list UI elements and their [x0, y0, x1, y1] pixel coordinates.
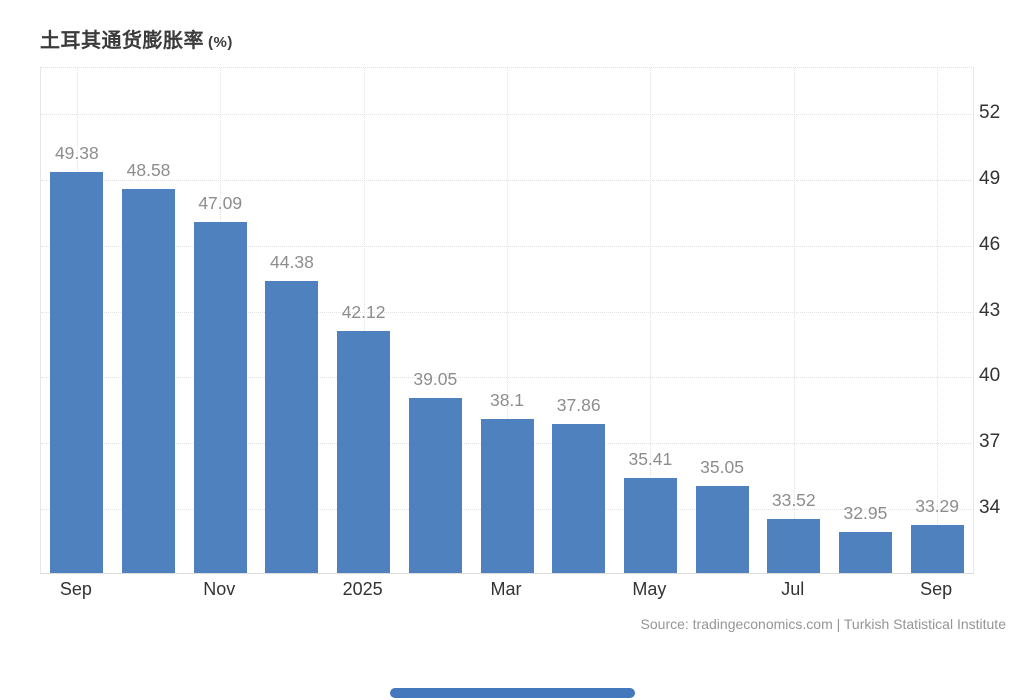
- x-axis-label: 2025: [342, 579, 383, 599]
- v-gridline: [363, 68, 365, 573]
- x-axis-label: Mar: [490, 579, 522, 599]
- x-axis-label: May: [632, 579, 667, 599]
- bar[interactable]: [408, 398, 462, 573]
- bar-value-label: 49.38: [54, 142, 99, 163]
- source-credit: Source: tradingeconomics.com | Turkish S…: [640, 616, 1006, 632]
- bar[interactable]: [337, 330, 391, 573]
- y-axis-label: 37: [979, 431, 1001, 453]
- bar-value-label: 47.09: [198, 192, 243, 213]
- bar[interactable]: [623, 478, 677, 573]
- bar-value-label: 33.52: [771, 490, 816, 511]
- v-gridline: [937, 68, 939, 573]
- bar-value-label: 48.58: [126, 160, 171, 181]
- bar-value-label: 38.1: [489, 389, 525, 410]
- bar-value-label: 33.29: [915, 495, 960, 516]
- bar-value-label: 37.86: [556, 395, 601, 416]
- y-axis-label: 34: [979, 496, 1001, 518]
- bar-value-label: 44.38: [270, 252, 314, 273]
- y-axis-label: 40: [979, 365, 1001, 387]
- bar[interactable]: [838, 531, 892, 573]
- bar-value-label: 39.05: [413, 369, 458, 390]
- v-gridline: [650, 68, 652, 573]
- bar-value-label: 42.12: [341, 301, 386, 322]
- x-axis-label: Sep: [920, 579, 953, 599]
- bar[interactable]: [50, 171, 104, 573]
- bar-value-label: 32.95: [843, 502, 888, 523]
- y-axis-label: 46: [979, 233, 1001, 255]
- x-axis-label: Jul: [781, 579, 805, 599]
- y-axis-label: 43: [979, 299, 1001, 321]
- chart-title-unit: (%): [208, 34, 233, 51]
- bar[interactable]: [767, 519, 821, 573]
- v-gridline: [507, 68, 508, 573]
- bar[interactable]: [480, 419, 534, 573]
- bar[interactable]: [695, 485, 749, 573]
- y-axis-label: 49: [979, 167, 1001, 189]
- x-axis-label: Nov: [203, 579, 236, 599]
- date-range-slider[interactable]: [390, 688, 635, 698]
- bar[interactable]: [122, 189, 176, 573]
- x-axis-label: Sep: [59, 579, 92, 599]
- bar-value-label: 35.05: [700, 456, 744, 477]
- bar[interactable]: [910, 524, 964, 573]
- y-axis-label: 52: [979, 102, 1001, 124]
- v-gridline: [793, 68, 795, 573]
- chart-title-text: 土耳其通货膨胀率: [40, 30, 204, 52]
- plot-area: 49.38 48.58 47.09 44.38 42.12 39.05 38.1 37.86 3…: [40, 67, 974, 574]
- bar[interactable]: [193, 221, 247, 573]
- chart-title: 土耳其通货膨胀率 (%): [40, 24, 233, 53]
- bar[interactable]: [265, 281, 319, 573]
- bar[interactable]: [552, 424, 606, 573]
- bar-value-label: 35.41: [628, 449, 673, 469]
